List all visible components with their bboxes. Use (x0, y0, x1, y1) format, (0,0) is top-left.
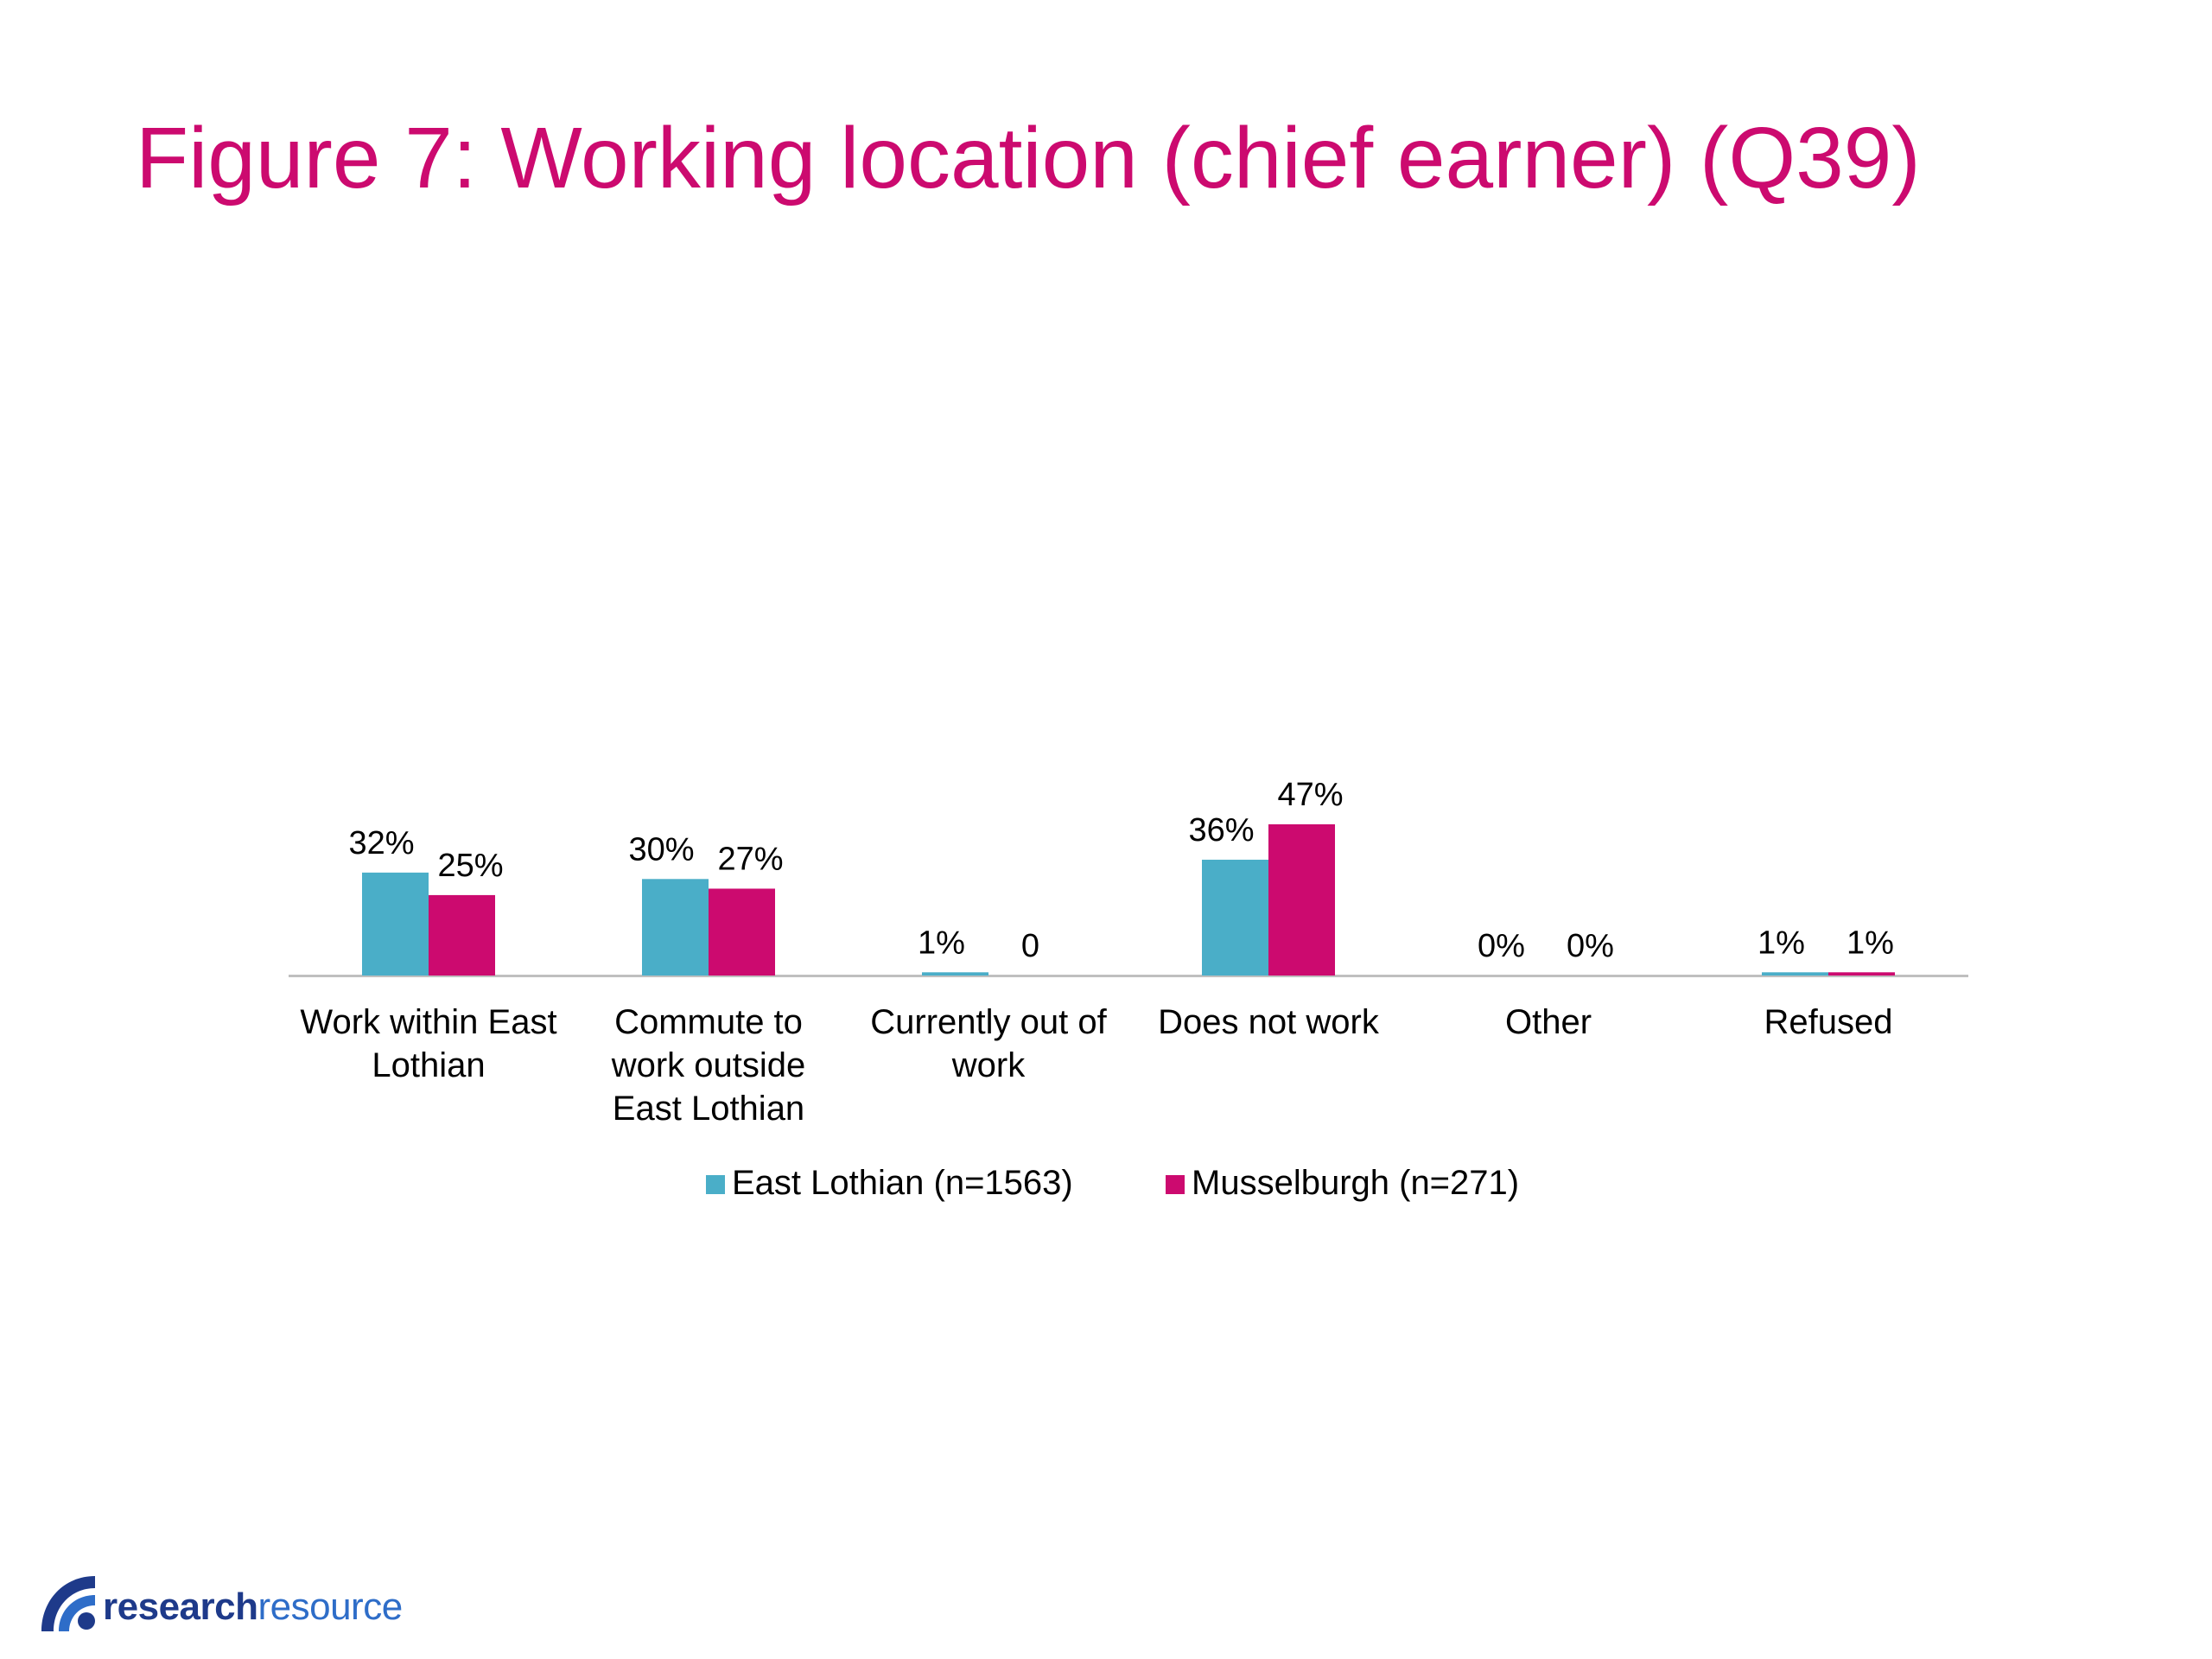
data-label: 1% (1847, 925, 1894, 961)
logo-word-resource: resource (257, 1586, 403, 1628)
category-label: Refused (1764, 1003, 1893, 1041)
category-label: work outside (611, 1046, 806, 1084)
bar-musselburgh-3 (1268, 824, 1335, 976)
data-label: 30% (628, 831, 694, 868)
legend-label: Musselburgh (n=271) (1192, 1164, 1519, 1202)
bar-east-lothian-3 (1202, 859, 1268, 976)
bar-east-lothian-0 (362, 872, 429, 976)
research-resource-logo-icon (41, 1576, 95, 1631)
category-label: Lothian (372, 1046, 485, 1084)
data-label: 32% (348, 825, 414, 861)
category-label: Work within East (300, 1003, 556, 1041)
data-label: 0 (1021, 928, 1039, 964)
bar-musselburgh-1 (709, 888, 775, 976)
legend-swatch-musselburgh (1166, 1175, 1185, 1194)
bar-east-lothian-1 (642, 879, 709, 976)
data-label: 0% (1478, 928, 1525, 964)
legend-label: East Lothian (n=1563) (732, 1164, 1073, 1202)
slide-title: Figure 7: Working location (chief earner… (136, 110, 1921, 207)
bar-musselburgh-5 (1828, 972, 1895, 976)
data-label: 1% (918, 925, 965, 961)
category-label: Other (1505, 1003, 1592, 1041)
category-label: East Lothian (613, 1090, 804, 1128)
data-label: 0% (1567, 928, 1614, 964)
logo-word-research: research (103, 1586, 258, 1628)
bar-east-lothian-5 (1762, 972, 1828, 976)
category-label: Commute to (614, 1003, 803, 1041)
legend-swatch-east-lothian (706, 1175, 725, 1194)
data-label: 36% (1188, 812, 1254, 849)
data-label: 27% (717, 841, 783, 877)
category-label: Currently out of (870, 1003, 1107, 1041)
category-label: Does not work (1158, 1003, 1380, 1041)
category-label: work (951, 1046, 1026, 1084)
data-label: 47% (1277, 777, 1343, 813)
logo-wordmark: researchresource (103, 1588, 403, 1626)
data-label: 1% (1758, 925, 1805, 961)
data-label: 25% (437, 848, 503, 884)
bar-musselburgh-0 (429, 894, 495, 976)
bar-east-lothian-2 (922, 972, 988, 976)
